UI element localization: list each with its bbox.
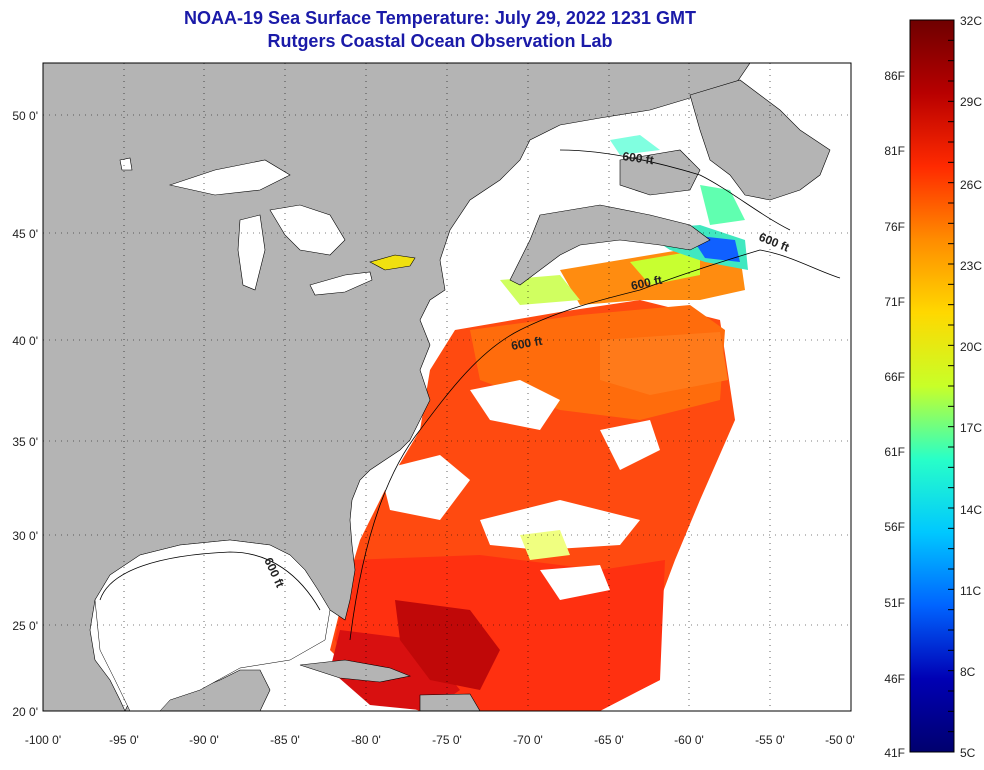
map-frame: [42, 62, 852, 712]
lat-label: 25 0': [12, 619, 38, 633]
gulf-of-mexico: [94, 539, 331, 711]
lat-label: 45 0': [12, 227, 38, 241]
graticule: [43, 63, 851, 711]
great-lakes: [119, 157, 416, 296]
lon-label: -55 0': [755, 733, 785, 747]
map-subtitle: Rutgers Coastal Ocean Observation Lab: [267, 31, 613, 51]
lon-label: -85 0': [270, 733, 300, 747]
latitude-labels: 50 0' 45 0' 40 0' 35 0' 30 0' 25 0' 20 0…: [12, 109, 38, 719]
lat-label: 30 0': [12, 529, 38, 543]
lon-label: -50 0': [825, 733, 855, 747]
lon-label: -70 0': [513, 733, 543, 747]
lat-label: 20 0': [12, 705, 38, 719]
contour-label: 600 ft: [630, 273, 664, 293]
lat-label: 35 0': [12, 435, 38, 449]
lon-label: -60 0': [674, 733, 704, 747]
lon-label: -95 0': [109, 733, 139, 747]
longitude-labels: -100 0' -95 0' -90 0' -85 0' -80 0' -75 …: [25, 733, 855, 747]
map-title: NOAA-19 Sea Surface Temperature: July 29…: [184, 8, 696, 28]
contour-label: 600 ft: [510, 334, 543, 353]
sst-field: [330, 88, 748, 711]
lat-label: 40 0': [12, 334, 38, 348]
contour-label: 600 ft: [622, 149, 655, 167]
lat-label: 50 0': [12, 109, 38, 123]
lon-label: -80 0': [351, 733, 381, 747]
lon-label: -90 0': [189, 733, 219, 747]
lon-label: -65 0': [594, 733, 624, 747]
lon-label: -75 0': [432, 733, 462, 747]
isobath-600ft: [99, 149, 841, 641]
lon-label: -100 0': [25, 733, 61, 747]
